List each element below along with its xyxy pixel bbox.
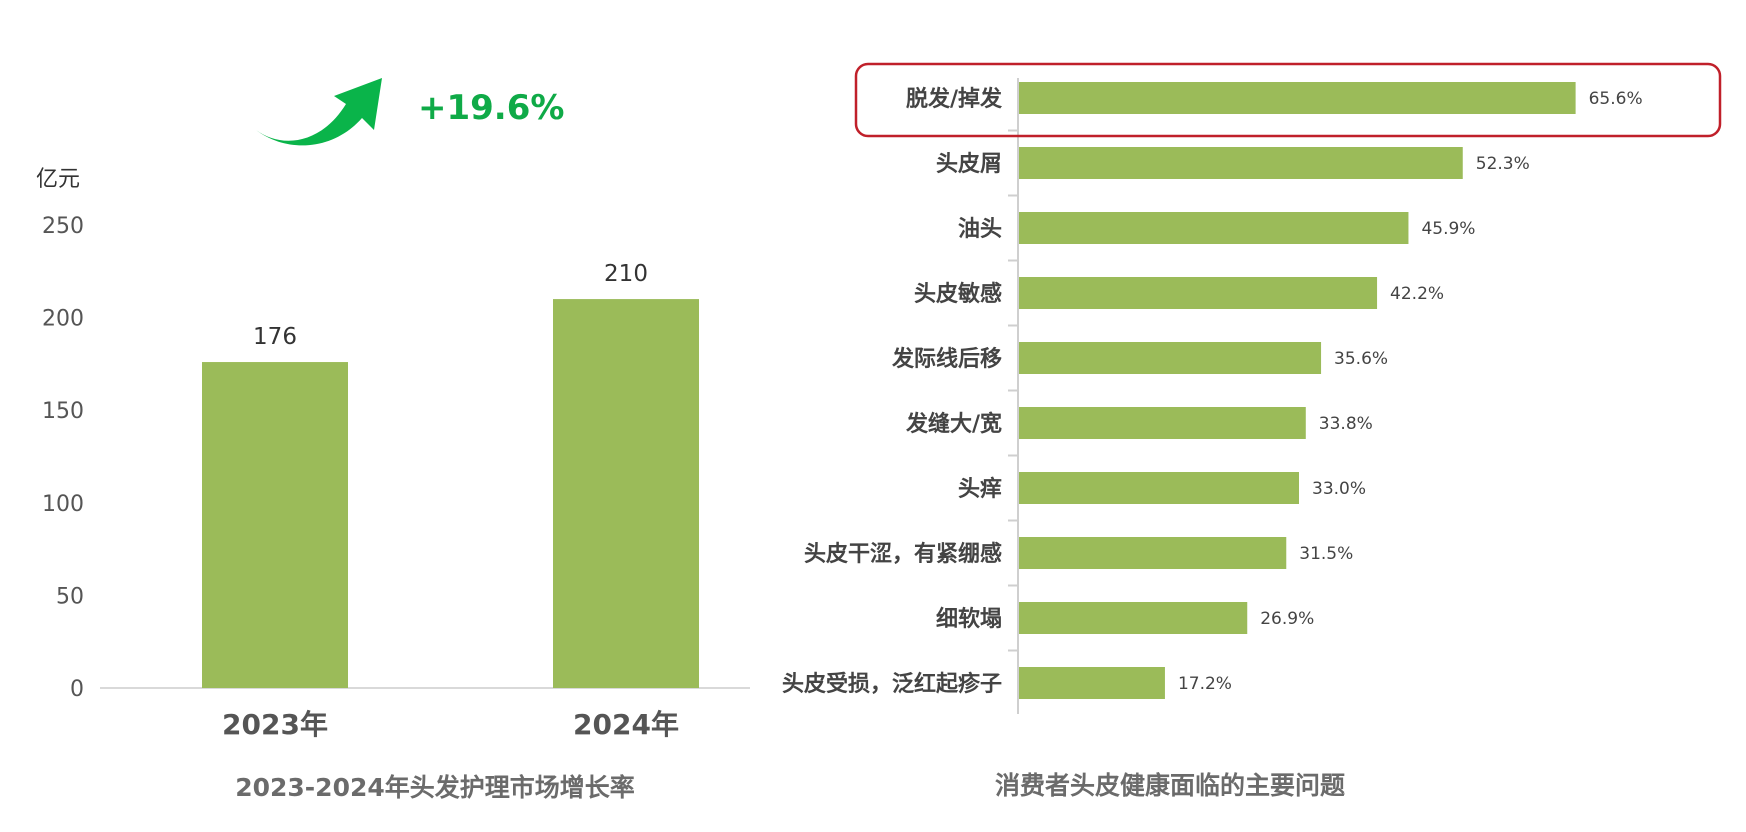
hbar-头皮干涩，有紧绷感: [1019, 537, 1287, 569]
category-label: 发际线后移: [891, 346, 1002, 372]
category-label: 发缝大/宽: [905, 411, 1002, 437]
hbar-头皮敏感: [1019, 277, 1378, 309]
growth-arrow-icon: [256, 78, 382, 146]
hbar-value-label: 17.2%: [1178, 674, 1232, 694]
hbar-头痒: [1019, 472, 1299, 504]
hbar-头皮屑: [1019, 147, 1463, 179]
category-label: 头皮干涩，有紧绷感: [804, 541, 1002, 567]
category-label: 油头: [958, 217, 1002, 242]
x-tick-label: 2023年: [222, 708, 328, 741]
y-tick-label: 200: [42, 307, 84, 332]
growth-rate-label: +19.6%: [418, 88, 565, 128]
hbar-value-label: 52.3%: [1476, 154, 1530, 174]
hbar-发缝大/宽: [1019, 407, 1306, 439]
category-label: 头痒: [958, 476, 1002, 502]
y-tick-label: 0: [70, 677, 84, 702]
bar-value-label: 210: [604, 261, 648, 287]
bar-value-label: 176: [253, 324, 297, 350]
hbar-value-label: 45.9%: [1421, 219, 1475, 239]
hbar-value-label: 33.8%: [1319, 414, 1373, 434]
category-label: 头皮敏感: [914, 281, 1002, 307]
y-tick-label: 150: [42, 399, 84, 424]
category-label: 细软塌: [936, 606, 1002, 632]
category-label: 头皮受损，泛红起疹子: [782, 671, 1002, 697]
hbar-发际线后移: [1019, 342, 1322, 374]
bar-2024年: [553, 299, 699, 688]
right-chart-title: 消费者头皮健康面临的主要问题: [994, 771, 1345, 800]
y-tick-label: 50: [56, 584, 84, 609]
hbar-value-label: 26.9%: [1260, 609, 1314, 629]
category-label: 头皮屑: [936, 151, 1002, 177]
hbar-头皮受损，泛红起疹子: [1019, 667, 1165, 699]
hbar-脱发/掉发: [1019, 82, 1576, 114]
hbar-value-label: 31.5%: [1299, 544, 1353, 564]
hbar-细软塌: [1019, 602, 1248, 634]
bar-2023年: [202, 362, 348, 688]
x-tick-label: 2024年: [573, 708, 679, 741]
category-label: 脱发/掉发: [906, 86, 1003, 112]
hbar-value-label: 35.6%: [1334, 349, 1388, 369]
left-chart-title: 2023-2024年头发护理市场增长率: [235, 773, 635, 802]
y-tick-label: 100: [42, 492, 84, 517]
hbar-value-label: 65.6%: [1589, 89, 1643, 109]
hbar-油头: [1019, 212, 1409, 244]
y-tick-label: 250: [42, 214, 84, 239]
hbar-value-label: 33.0%: [1312, 479, 1366, 499]
hbar-value-label: 42.2%: [1390, 284, 1444, 304]
highlight-box: [854, 62, 1722, 138]
y-axis-unit-label: 亿元: [36, 167, 80, 192]
